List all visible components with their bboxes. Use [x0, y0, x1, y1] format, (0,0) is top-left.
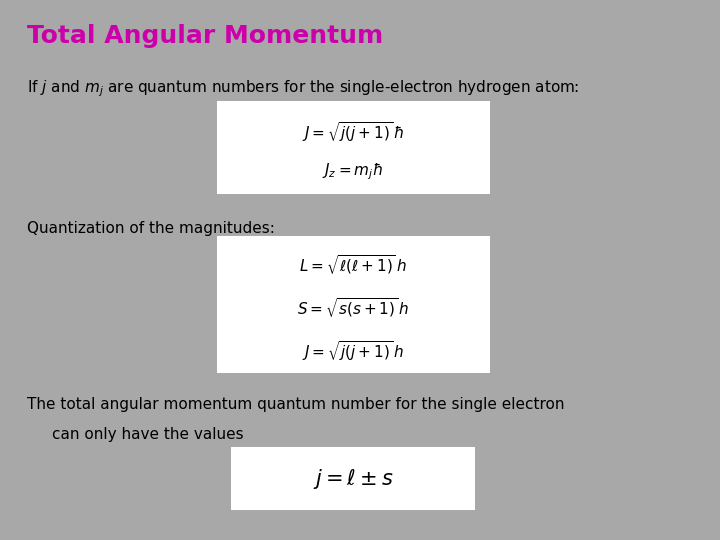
Text: Quantization of the magnitudes:: Quantization of the magnitudes:: [27, 221, 275, 237]
FancyBboxPatch shape: [216, 235, 490, 373]
Text: $J_z = m_j\hbar$: $J_z = m_j\hbar$: [323, 161, 383, 182]
Text: $J = \sqrt{j(j+1)}\,\hbar$: $J = \sqrt{j(j+1)}\,\hbar$: [302, 120, 404, 144]
FancyBboxPatch shape: [230, 446, 475, 510]
Text: $j = \ell \pm s$: $j = \ell \pm s$: [312, 467, 393, 491]
Text: $L = \sqrt{\ell(\ell+1)}\,h$: $L = \sqrt{\ell(\ell+1)}\,h$: [299, 253, 407, 276]
Text: can only have the values: can only have the values: [52, 427, 243, 442]
FancyBboxPatch shape: [216, 100, 490, 194]
Text: $J = \sqrt{j(j+1)}\,h$: $J = \sqrt{j(j+1)}\,h$: [302, 339, 404, 363]
Text: If $j$ and $m_j$ are quantum numbers for the single-electron hydrogen atom:: If $j$ and $m_j$ are quantum numbers for…: [27, 78, 580, 99]
Text: Total Angular Momentum: Total Angular Momentum: [27, 24, 384, 48]
Text: $S = \sqrt{s(s+1)}\,h$: $S = \sqrt{s(s+1)}\,h$: [297, 296, 409, 320]
Text: The total angular momentum quantum number for the single electron: The total angular momentum quantum numbe…: [27, 397, 565, 412]
